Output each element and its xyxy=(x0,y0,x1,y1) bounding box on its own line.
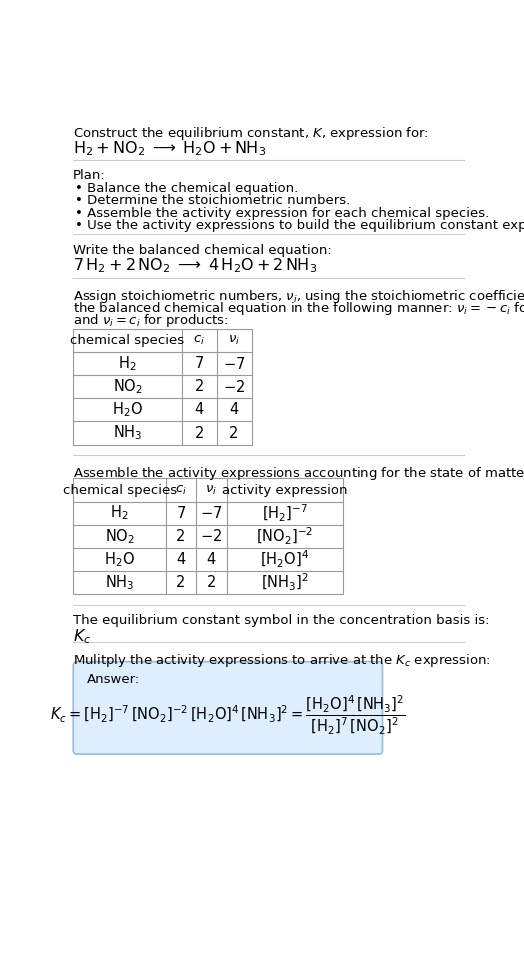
Text: The equilibrium constant symbol in the concentration basis is:: The equilibrium constant symbol in the c… xyxy=(73,614,490,627)
Text: $[\mathrm{H}_2]^{-7}$: $[\mathrm{H}_2]^{-7}$ xyxy=(262,503,308,524)
Text: Write the balanced chemical equation:: Write the balanced chemical equation: xyxy=(73,243,332,257)
Text: $\mathrm{NH}_3$: $\mathrm{NH}_3$ xyxy=(113,424,142,442)
Text: 4: 4 xyxy=(230,402,239,418)
Text: $7\,\mathrm{H}_2 + 2\,\mathrm{NO}_2 \;\longrightarrow\; 4\,\mathrm{H}_2\mathrm{O: $7\,\mathrm{H}_2 + 2\,\mathrm{NO}_2 \;\l… xyxy=(73,257,318,275)
Text: $-2$: $-2$ xyxy=(223,379,245,395)
Text: 2: 2 xyxy=(194,426,204,441)
Text: $\mathrm{H}_2$: $\mathrm{H}_2$ xyxy=(118,354,137,373)
Text: $-7$: $-7$ xyxy=(223,356,245,372)
Text: 4: 4 xyxy=(177,552,185,566)
FancyBboxPatch shape xyxy=(73,662,383,754)
Text: Plan:: Plan: xyxy=(73,169,106,182)
Text: $-2$: $-2$ xyxy=(200,528,222,544)
Text: 7: 7 xyxy=(194,356,204,372)
Text: • Balance the chemical equation.: • Balance the chemical equation. xyxy=(75,182,298,195)
Text: activity expression: activity expression xyxy=(222,483,347,497)
Text: 2: 2 xyxy=(230,426,239,441)
Text: $-7$: $-7$ xyxy=(200,505,222,521)
Text: 4: 4 xyxy=(206,552,216,566)
Text: chemical species: chemical species xyxy=(70,334,184,347)
Text: $c_i$: $c_i$ xyxy=(193,334,205,347)
Text: 2: 2 xyxy=(176,575,185,590)
Text: • Determine the stoichiometric numbers.: • Determine the stoichiometric numbers. xyxy=(75,194,350,207)
Text: 2: 2 xyxy=(206,575,216,590)
Text: Mulitply the activity expressions to arrive at the $K_c$ expression:: Mulitply the activity expressions to arr… xyxy=(73,651,491,669)
Text: Assign stoichiometric numbers, $\nu_i$, using the stoichiometric coefficients, $: Assign stoichiometric numbers, $\nu_i$, … xyxy=(73,288,524,305)
Text: $K_c = [\mathrm{H}_2]^{-7}\,[\mathrm{NO}_2]^{-2}\,[\mathrm{H}_2\mathrm{O}]^{4}\,: $K_c = [\mathrm{H}_2]^{-7}\,[\mathrm{NO}… xyxy=(50,694,406,737)
Text: 7: 7 xyxy=(176,506,185,521)
Text: $\mathrm{NO}_2$: $\mathrm{NO}_2$ xyxy=(113,377,143,397)
Text: $\mathrm{H}_2\mathrm{O}$: $\mathrm{H}_2\mathrm{O}$ xyxy=(104,550,135,568)
Text: $\mathrm{NO}_2$: $\mathrm{NO}_2$ xyxy=(105,527,135,545)
Text: Construct the equilibrium constant, $K$, expression for:: Construct the equilibrium constant, $K$,… xyxy=(73,125,429,142)
Text: $\mathrm{H}_2$: $\mathrm{H}_2$ xyxy=(111,504,129,522)
Text: 2: 2 xyxy=(194,379,204,395)
Text: $\nu_i$: $\nu_i$ xyxy=(228,334,240,347)
Text: 4: 4 xyxy=(194,402,204,418)
Text: Assemble the activity expressions accounting for the state of matter and $\nu_i$: Assemble the activity expressions accoun… xyxy=(73,464,524,482)
Text: Answer:: Answer: xyxy=(86,674,140,686)
Text: • Assemble the activity expression for each chemical species.: • Assemble the activity expression for e… xyxy=(75,207,489,220)
Text: $K_c$: $K_c$ xyxy=(73,627,92,646)
Text: $\mathrm{H}_2\mathrm{O}$: $\mathrm{H}_2\mathrm{O}$ xyxy=(112,400,143,419)
Text: $[\mathrm{H}_2\mathrm{O}]^{4}$: $[\mathrm{H}_2\mathrm{O}]^{4}$ xyxy=(260,549,309,570)
Text: $[\mathrm{NH}_3]^{2}$: $[\mathrm{NH}_3]^{2}$ xyxy=(261,572,309,593)
Bar xyxy=(73,479,343,594)
Text: 2: 2 xyxy=(176,529,185,543)
Text: the balanced chemical equation in the following manner: $\nu_i = -c_i$ for react: the balanced chemical equation in the fo… xyxy=(73,300,524,317)
Text: $c_i$: $c_i$ xyxy=(175,483,187,497)
Text: $\mathrm{H}_2 + \mathrm{NO}_2 \;\longrightarrow\; \mathrm{H}_2\mathrm{O} + \math: $\mathrm{H}_2 + \mathrm{NO}_2 \;\longrig… xyxy=(73,140,266,158)
Text: $\nu_i$: $\nu_i$ xyxy=(205,483,217,497)
Text: and $\nu_i = c_i$ for products:: and $\nu_i = c_i$ for products: xyxy=(73,312,229,329)
Text: $[\mathrm{NO}_2]^{-2}$: $[\mathrm{NO}_2]^{-2}$ xyxy=(256,526,313,547)
Text: chemical species: chemical species xyxy=(63,483,177,497)
Text: • Use the activity expressions to build the equilibrium constant expression.: • Use the activity expressions to build … xyxy=(75,219,524,232)
Text: $\mathrm{NH}_3$: $\mathrm{NH}_3$ xyxy=(105,573,134,592)
Bar xyxy=(73,329,252,445)
